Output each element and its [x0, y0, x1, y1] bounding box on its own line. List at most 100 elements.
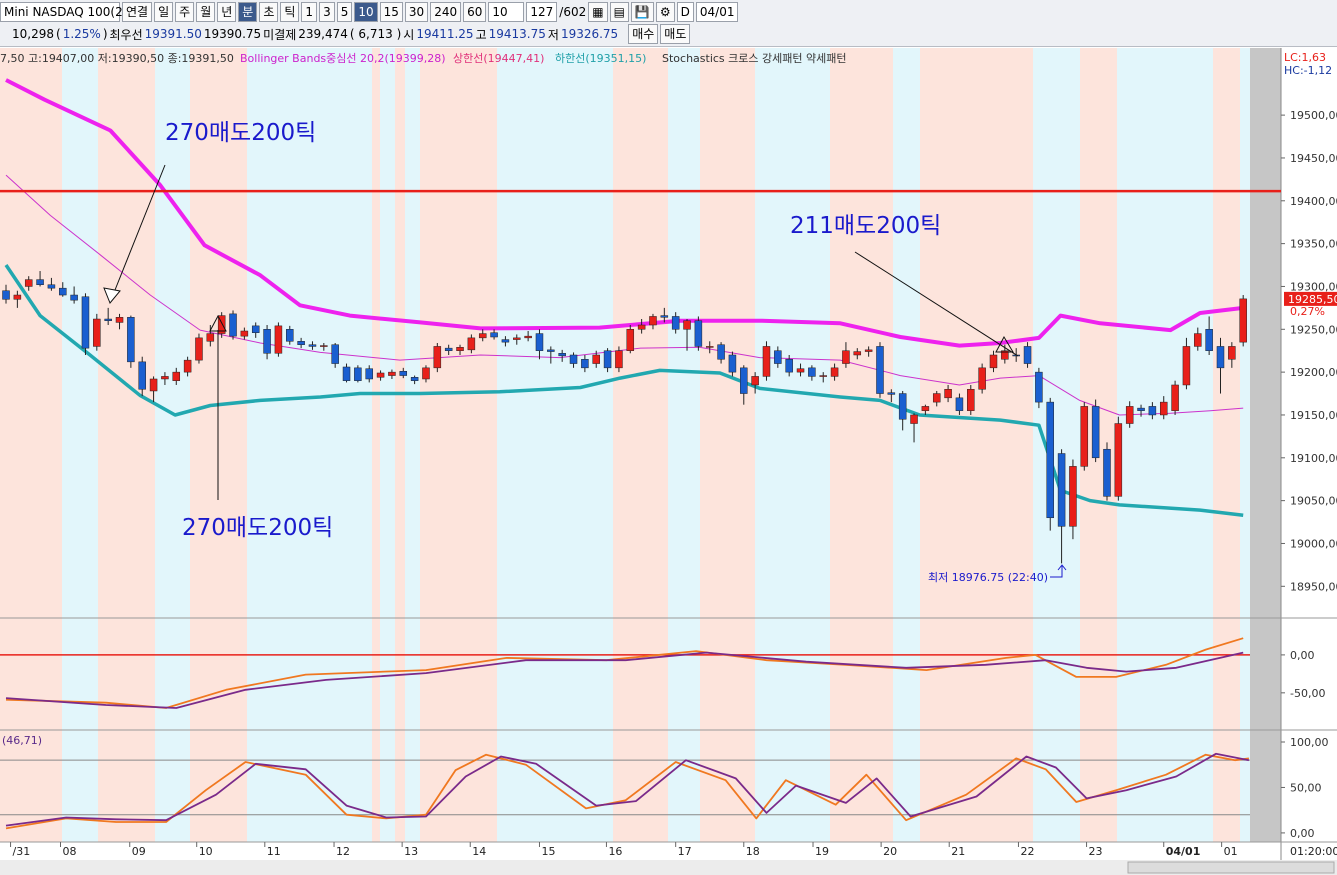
- change-label: 0,27%: [1290, 305, 1325, 318]
- y-tick-label: 19400,00: [1290, 195, 1337, 208]
- candle-body: [876, 346, 884, 394]
- tool-icon[interactable]: 💾: [630, 2, 654, 22]
- scrollbar: [0, 860, 1337, 875]
- date-flag[interactable]: D: [676, 2, 694, 22]
- x-tick-label: 09: [132, 845, 146, 858]
- unit-button[interactable]: 분: [238, 2, 258, 22]
- position-field[interactable]: 127: [526, 2, 558, 22]
- x-tick-label: 17: [678, 845, 692, 858]
- y-tick-label: 0,00: [1290, 827, 1315, 840]
- signal-band: [420, 48, 497, 842]
- candle-body: [354, 367, 362, 381]
- unit-button[interactable]: 틱: [280, 2, 300, 22]
- quote-row: 10,298(1.25%) 최우선 19391.50 19390.75 미결제 239,4…: [12, 23, 691, 45]
- interval-button[interactable]: 1: [301, 2, 318, 22]
- candle-body: [1137, 407, 1145, 411]
- candle-body: [1057, 453, 1066, 527]
- signal-band: [1117, 48, 1213, 842]
- y-tick-label: 19050,00: [1290, 495, 1337, 508]
- candle-body: [819, 375, 827, 377]
- unit-button[interactable]: 월: [196, 2, 216, 22]
- sell-button[interactable]: 매도: [660, 24, 691, 44]
- signal-band: [1033, 48, 1080, 842]
- tool-icon[interactable]: ⚙: [655, 2, 675, 22]
- candle-body: [603, 350, 612, 369]
- signal-band: [613, 48, 668, 842]
- candle-body: [1069, 466, 1077, 527]
- candle-body: [274, 325, 283, 354]
- indicator-label: (46,71): [2, 734, 42, 747]
- indicator-line: [5, 174, 1244, 416]
- candle-body: [286, 329, 294, 342]
- symbol-field[interactable]: Mini NASDAQ 100(25.0: [0, 2, 142, 22]
- annotation: 270매도200틱: [165, 120, 316, 146]
- candle-body: [887, 392, 896, 395]
- quote-open: 19411.25: [416, 27, 474, 41]
- interval-button[interactable]: 60: [463, 2, 487, 22]
- candle-body: [161, 376, 169, 380]
- x-tick-label: 20: [883, 845, 897, 858]
- candle-body: [717, 344, 725, 360]
- interval-button[interactable]: 3: [319, 2, 335, 22]
- indicator-line: [5, 637, 1244, 709]
- quote-high-label: 고: [475, 27, 487, 42]
- candle-body: [1194, 333, 1202, 347]
- x-tick-label: 13: [404, 845, 418, 858]
- candle-body: [705, 346, 714, 348]
- signal-band: [668, 48, 700, 842]
- candle-body: [115, 317, 124, 323]
- candle-body: [444, 347, 453, 351]
- legend-entry: Stochastics 크로스 강세패턴 약세패턴: [662, 51, 846, 65]
- tool-icon[interactable]: ▤: [609, 2, 629, 22]
- arrow-head: [209, 314, 227, 332]
- corner-hc: HC:-1,12: [1284, 64, 1332, 77]
- unit-button[interactable]: 초: [259, 2, 279, 22]
- y-tick-label: 19250,00: [1290, 323, 1337, 336]
- annotation: 270매도200틱: [182, 515, 333, 541]
- candle-body: [853, 351, 862, 356]
- unit-button[interactable]: 연결: [122, 2, 153, 22]
- candle-body: [490, 332, 498, 338]
- candle-body: [138, 361, 146, 390]
- signal-band: [247, 48, 372, 842]
- candle-body: [399, 371, 408, 376]
- interval-button[interactable]: 15: [379, 2, 403, 22]
- interval-button[interactable]: 30: [404, 2, 429, 22]
- candle-body: [501, 339, 510, 343]
- interval-button[interactable]: 5: [336, 2, 353, 22]
- candle-body: [1035, 371, 1043, 403]
- scroll-controls: [1127, 861, 1335, 874]
- arrow-head: [995, 335, 1014, 353]
- candle-body: [1080, 406, 1089, 467]
- quote-best-label: 최우선: [109, 27, 143, 42]
- legend-entry: Bollinger Bands중심선 20,2(19399,28): [240, 52, 446, 65]
- signal-band: [62, 48, 98, 842]
- tool-icon[interactable]: ▦: [588, 2, 608, 22]
- interval-button[interactable]: 240: [430, 2, 462, 22]
- unit-button[interactable]: 년: [217, 2, 237, 22]
- unit-button[interactable]: 일: [154, 2, 174, 22]
- candle-body: [751, 376, 759, 386]
- interval-button[interactable]: 10: [354, 2, 378, 22]
- unit-button[interactable]: 주: [175, 2, 195, 22]
- date-field[interactable]: 04/01: [695, 2, 739, 22]
- signal-band: [893, 48, 920, 842]
- quote-oi-label: 미결제: [263, 27, 297, 42]
- candle-body: [1103, 448, 1111, 497]
- candle-body: [615, 350, 623, 369]
- y-tick-label: 19150,00: [1290, 409, 1337, 422]
- time-readout: 01:20:00: [1290, 845, 1337, 858]
- candle-body: [796, 368, 805, 373]
- candle-body: [388, 371, 396, 376]
- quote-change-open: (: [56, 27, 61, 41]
- candle-body: [1125, 406, 1134, 424]
- candle-body: [308, 344, 317, 347]
- candle-body: [149, 378, 158, 392]
- candle-body: [365, 368, 373, 380]
- candle-body: [1023, 346, 1032, 364]
- count-combo[interactable]: 10: [488, 2, 525, 22]
- candle-body: [433, 346, 442, 369]
- candle-body: [694, 320, 703, 347]
- buy-button[interactable]: 매수: [628, 24, 659, 44]
